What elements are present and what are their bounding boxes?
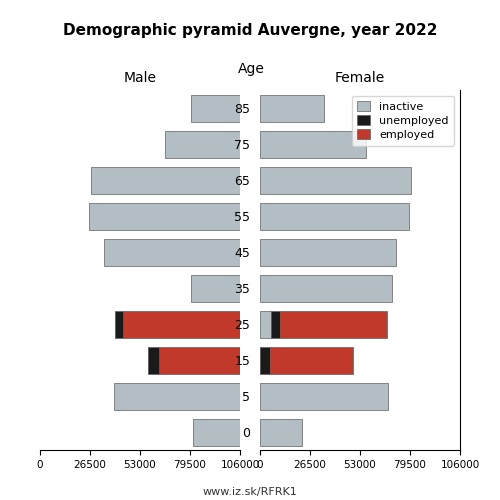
Bar	[260, 130, 366, 158]
Bar	[114, 382, 240, 409]
Bar	[260, 94, 324, 122]
Bar	[191, 274, 240, 301]
Text: Demographic pyramid Auvergne, year 2022: Demographic pyramid Auvergne, year 2022	[63, 22, 437, 38]
Bar	[260, 274, 392, 301]
Bar	[280, 310, 388, 338]
Bar	[123, 310, 240, 338]
Title: Female: Female	[335, 70, 385, 85]
Bar	[260, 346, 270, 374]
Bar	[114, 310, 123, 338]
Bar	[89, 202, 240, 230]
Title: Male: Male	[124, 70, 156, 85]
Bar	[260, 418, 302, 446]
Bar	[260, 382, 388, 409]
Bar	[270, 346, 353, 374]
Bar	[191, 94, 240, 122]
Bar	[260, 310, 272, 338]
Bar	[91, 166, 240, 194]
Bar	[148, 346, 159, 374]
Bar	[260, 238, 396, 266]
Bar	[193, 418, 240, 446]
Legend: inactive, unemployed, employed: inactive, unemployed, employed	[352, 96, 455, 146]
Bar	[159, 346, 240, 374]
Bar	[164, 130, 240, 158]
Bar	[272, 310, 280, 338]
Text: Age: Age	[238, 62, 264, 76]
Bar	[260, 202, 409, 230]
Bar	[260, 166, 411, 194]
Text: www.iz.sk/RFRK1: www.iz.sk/RFRK1	[202, 488, 298, 498]
Bar	[104, 238, 240, 266]
